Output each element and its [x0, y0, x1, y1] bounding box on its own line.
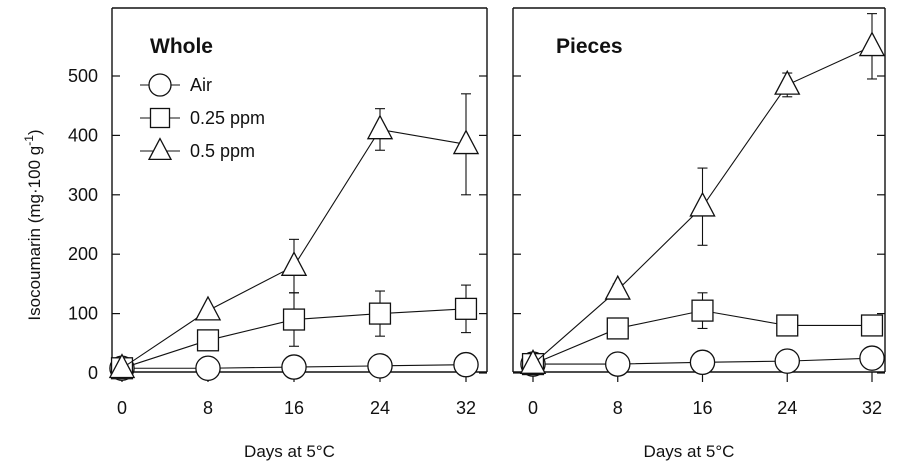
data-point	[452, 129, 480, 155]
data-point	[605, 351, 631, 377]
data-point	[519, 349, 547, 374]
x-tick-label: 0	[528, 398, 538, 418]
data-point	[196, 329, 220, 352]
data-point	[860, 314, 884, 337]
data-point	[689, 349, 716, 376]
y-tick-label: 0	[88, 363, 98, 383]
y-axis-label-close: )	[25, 129, 44, 135]
panel-pieces: 0 8 16 24 32 Days at 5°C Pieces	[512, 7, 886, 461]
data-point	[604, 274, 631, 300]
panel-title: Whole	[150, 35, 213, 58]
legend-entry: Air	[140, 73, 212, 97]
y-axis-label-main: Isocoumarin (mg·100 g	[25, 146, 44, 321]
y-axis-label-exponent: -1	[22, 135, 36, 146]
data-point	[858, 31, 886, 57]
data-point	[689, 191, 716, 217]
data-point	[280, 251, 308, 276]
data-point	[606, 317, 629, 340]
legend-marker	[149, 107, 171, 129]
data-point	[195, 355, 221, 381]
data-point	[281, 354, 307, 380]
legend-marker	[147, 137, 173, 161]
data-point	[453, 351, 479, 378]
x-tick-label: 32	[862, 398, 882, 418]
y-tick-label: 100	[68, 304, 98, 324]
data-point	[776, 314, 799, 337]
x-axis-label: Days at 5°C	[244, 442, 335, 461]
series-0-5-ppm	[519, 13, 886, 374]
x-tick-label: 16	[284, 398, 304, 418]
legend: Air 0.25 ppm 0.5 ppm	[140, 73, 265, 161]
legend-label: 0.25 ppm	[190, 108, 265, 128]
data-point	[774, 69, 801, 95]
legend-label: 0.5 ppm	[190, 141, 255, 161]
data-point	[774, 348, 801, 374]
x-tick-label: 32	[456, 398, 476, 418]
data-point	[194, 295, 222, 321]
x-tick-label: 8	[203, 398, 213, 418]
y-tick-label: 300	[68, 185, 98, 205]
data-point	[691, 299, 714, 322]
series-air	[109, 351, 479, 381]
x-axis-label: Days at 5°C	[644, 442, 735, 461]
series-0-5-ppm	[108, 93, 480, 379]
x-tick-label: 24	[777, 398, 797, 418]
panel-title: Pieces	[556, 35, 623, 58]
x-tick-label: 0	[117, 398, 127, 418]
panel-whole: 0 100 200 300 400 500 0 8 16 24 32 Days at 5°C Whole	[68, 7, 488, 461]
data-point	[367, 353, 393, 379]
legend-label: Air	[190, 75, 212, 95]
data-point	[108, 353, 136, 379]
x-tick-label: 24	[370, 398, 390, 418]
y-axis-label: Isocoumarin (mg·100 g-1)	[22, 129, 44, 320]
legend-entry: 0.5 ppm	[140, 137, 255, 161]
data-point	[282, 308, 306, 331]
y-tick-label: 500	[68, 66, 98, 86]
x-tick-label: 8	[613, 398, 623, 418]
legend-marker	[148, 73, 172, 97]
data-point	[366, 114, 394, 140]
data-point	[859, 345, 885, 371]
y-tick-label: 200	[68, 244, 98, 264]
x-tick-label: 16	[692, 398, 712, 418]
data-point	[368, 302, 392, 325]
legend-entry: 0.25 ppm	[140, 107, 265, 129]
y-tick-label: 400	[68, 125, 98, 145]
data-point	[454, 297, 478, 320]
